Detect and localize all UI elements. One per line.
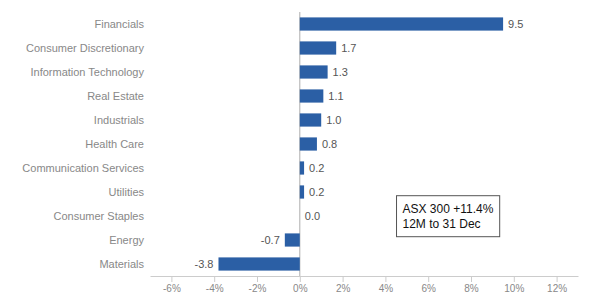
annotation-text: 12M to 31 Dec xyxy=(403,217,481,231)
x-tick: 0% xyxy=(293,276,308,294)
y-tick: Materials xyxy=(99,258,144,270)
bar xyxy=(300,137,317,150)
chart: -6% -4% -2% 0% 2% 4% 6% 8% 10% 12% Materials Energy… xyxy=(0,0,600,304)
x-tick-label: 10% xyxy=(504,283,524,294)
data-label: -3.8 xyxy=(195,258,214,270)
y-tick: Utilities xyxy=(109,186,145,198)
plot: -6% -4% -2% 0% 2% 4% 6% 8% 10% 12% Materials Energy… xyxy=(22,12,578,294)
bar xyxy=(300,17,503,30)
bars xyxy=(218,12,503,276)
x-axis: -6% -4% -2% 0% 2% 4% 6% 8% 10% 12% xyxy=(151,276,579,294)
x-tick-mark xyxy=(385,276,386,282)
x-tick: -2% xyxy=(249,276,267,294)
y-tick: Real Estate xyxy=(87,90,144,102)
x-tick: 6% xyxy=(421,276,436,294)
x-tick-label: 12% xyxy=(547,283,567,294)
data-label: 1.0 xyxy=(326,114,341,126)
bar xyxy=(300,65,328,78)
x-tick: -6% xyxy=(163,276,181,294)
x-tick: 2% xyxy=(336,276,351,294)
x-tick: 4% xyxy=(379,276,394,294)
y-tick: Communication Services xyxy=(22,162,144,174)
data-label: 0.8 xyxy=(322,138,337,150)
y-tick-label: Health Care xyxy=(85,138,144,150)
x-tick-mark xyxy=(428,276,429,282)
x-tick-mark xyxy=(171,276,172,282)
x-tick-mark xyxy=(214,276,215,282)
data-label: 1.1 xyxy=(328,90,343,102)
data-labels: -3.8 -0.7 0.0 0.2 0.2 0.8 1.0 1.1 1.3 1.7 9.5 xyxy=(195,18,524,270)
y-tick-label: Consumer Staples xyxy=(54,210,145,222)
x-tick-mark xyxy=(257,276,258,282)
y-tick-label: Energy xyxy=(109,234,144,246)
x-tick-label: 4% xyxy=(379,283,394,294)
data-label: -0.7 xyxy=(261,234,280,246)
data-label: 9.5 xyxy=(508,18,523,30)
y-tick: Financials xyxy=(94,18,144,30)
x-tick-label: 6% xyxy=(421,283,436,294)
data-label: 0.0 xyxy=(305,210,320,222)
y-tick-label: Consumer Discretionary xyxy=(26,42,144,54)
y-tick-label: Materials xyxy=(99,258,144,270)
x-tick-mark xyxy=(300,276,301,282)
data-label: 1.7 xyxy=(341,42,356,54)
data-label: 0.2 xyxy=(309,186,324,198)
y-tick: Energy xyxy=(109,234,144,246)
x-tick: 12% xyxy=(547,276,567,294)
annotation-text: ASX 300 +11.4% xyxy=(403,202,494,216)
x-tick: 8% xyxy=(464,276,479,294)
x-tick-mark xyxy=(343,276,344,282)
y-tick: Consumer Discretionary xyxy=(26,42,144,54)
bar xyxy=(285,233,300,246)
bar xyxy=(218,257,299,270)
x-tick: 10% xyxy=(504,276,524,294)
x-tick-label: 8% xyxy=(464,283,479,294)
x-tick: -4% xyxy=(206,276,224,294)
y-tick-label: Information Technology xyxy=(30,66,144,78)
bar xyxy=(300,185,304,198)
x-tick-label: 2% xyxy=(336,283,351,294)
x-tick-mark xyxy=(471,276,472,282)
y-tick-label: Communication Services xyxy=(22,162,144,174)
data-label: 0.2 xyxy=(309,162,324,174)
y-tick: Industrials xyxy=(94,114,145,126)
bar xyxy=(300,161,304,174)
x-tick-label: 0% xyxy=(293,283,308,294)
x-tick-label: -6% xyxy=(163,283,181,294)
y-tick-label: Utilities xyxy=(109,186,145,198)
bar xyxy=(299,209,300,222)
y-tick: Health Care xyxy=(85,138,144,150)
y-tick: Information Technology xyxy=(30,66,144,78)
y-tick: Consumer Staples xyxy=(54,210,145,222)
annotation: ASX 300 +11.4%12M to 31 Dec xyxy=(397,196,500,237)
x-tick-mark xyxy=(557,276,558,282)
x-tick-label: -4% xyxy=(206,283,224,294)
y-axis: Materials Energy Consumer Staples Utilities… xyxy=(22,18,144,270)
annotation-box xyxy=(397,196,500,237)
data-label: 1.3 xyxy=(333,66,348,78)
x-tick-mark xyxy=(514,276,515,282)
bar xyxy=(300,113,321,126)
x-tick-label: -2% xyxy=(249,283,267,294)
y-tick-label: Industrials xyxy=(94,114,145,126)
y-tick-label: Real Estate xyxy=(87,90,144,102)
bar xyxy=(300,89,324,102)
y-tick-label: Financials xyxy=(94,18,144,30)
bar xyxy=(300,41,336,54)
